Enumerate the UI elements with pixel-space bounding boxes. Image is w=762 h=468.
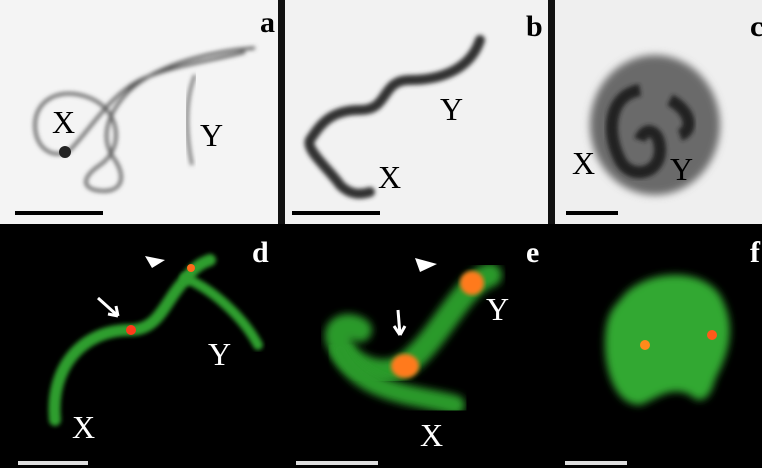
chromosome-label: Y bbox=[200, 117, 223, 153]
divider bbox=[548, 224, 555, 468]
chromosome-label: X bbox=[52, 104, 75, 140]
chromosome-label: X bbox=[72, 409, 95, 445]
figure: a X Y b Y X c X Y d Y X bbox=[0, 0, 762, 468]
panel-label: c bbox=[750, 10, 762, 43]
signal bbox=[126, 325, 136, 335]
chromosome-label: Y bbox=[208, 336, 231, 372]
page: a X Y b Y X c X Y d Y X bbox=[0, 0, 762, 468]
panel-label: a bbox=[260, 6, 275, 39]
knob bbox=[59, 146, 71, 158]
panel-label: f bbox=[750, 236, 761, 269]
chromosome-label: Y bbox=[486, 291, 509, 327]
panel-label: e bbox=[526, 236, 539, 269]
panel-bg bbox=[285, 0, 548, 224]
signal bbox=[391, 354, 419, 378]
panel-c: c X Y bbox=[555, 0, 762, 224]
divider bbox=[278, 224, 285, 468]
scale-bar bbox=[18, 461, 88, 465]
scale-bar bbox=[15, 211, 103, 215]
chromosome-label: X bbox=[420, 417, 443, 453]
panel-b: b Y X bbox=[285, 0, 548, 224]
signal bbox=[640, 340, 650, 350]
signal bbox=[707, 330, 717, 340]
signal bbox=[187, 264, 195, 272]
scale-bar bbox=[566, 211, 618, 215]
scale-bar bbox=[292, 211, 380, 215]
chromosome-label: X bbox=[378, 159, 401, 195]
panel-label: b bbox=[526, 10, 543, 43]
divider bbox=[278, 0, 285, 224]
scale-bar bbox=[565, 461, 627, 465]
panel-a: a X Y bbox=[0, 0, 278, 224]
signal bbox=[460, 271, 484, 295]
chromosome-label: Y bbox=[440, 91, 463, 127]
chromosome-label: Y bbox=[670, 151, 693, 187]
divider bbox=[548, 0, 555, 224]
scale-bar bbox=[296, 461, 378, 465]
panel-label: d bbox=[252, 236, 269, 269]
chromosome-label: X bbox=[572, 145, 595, 181]
panel-bg bbox=[0, 0, 278, 224]
